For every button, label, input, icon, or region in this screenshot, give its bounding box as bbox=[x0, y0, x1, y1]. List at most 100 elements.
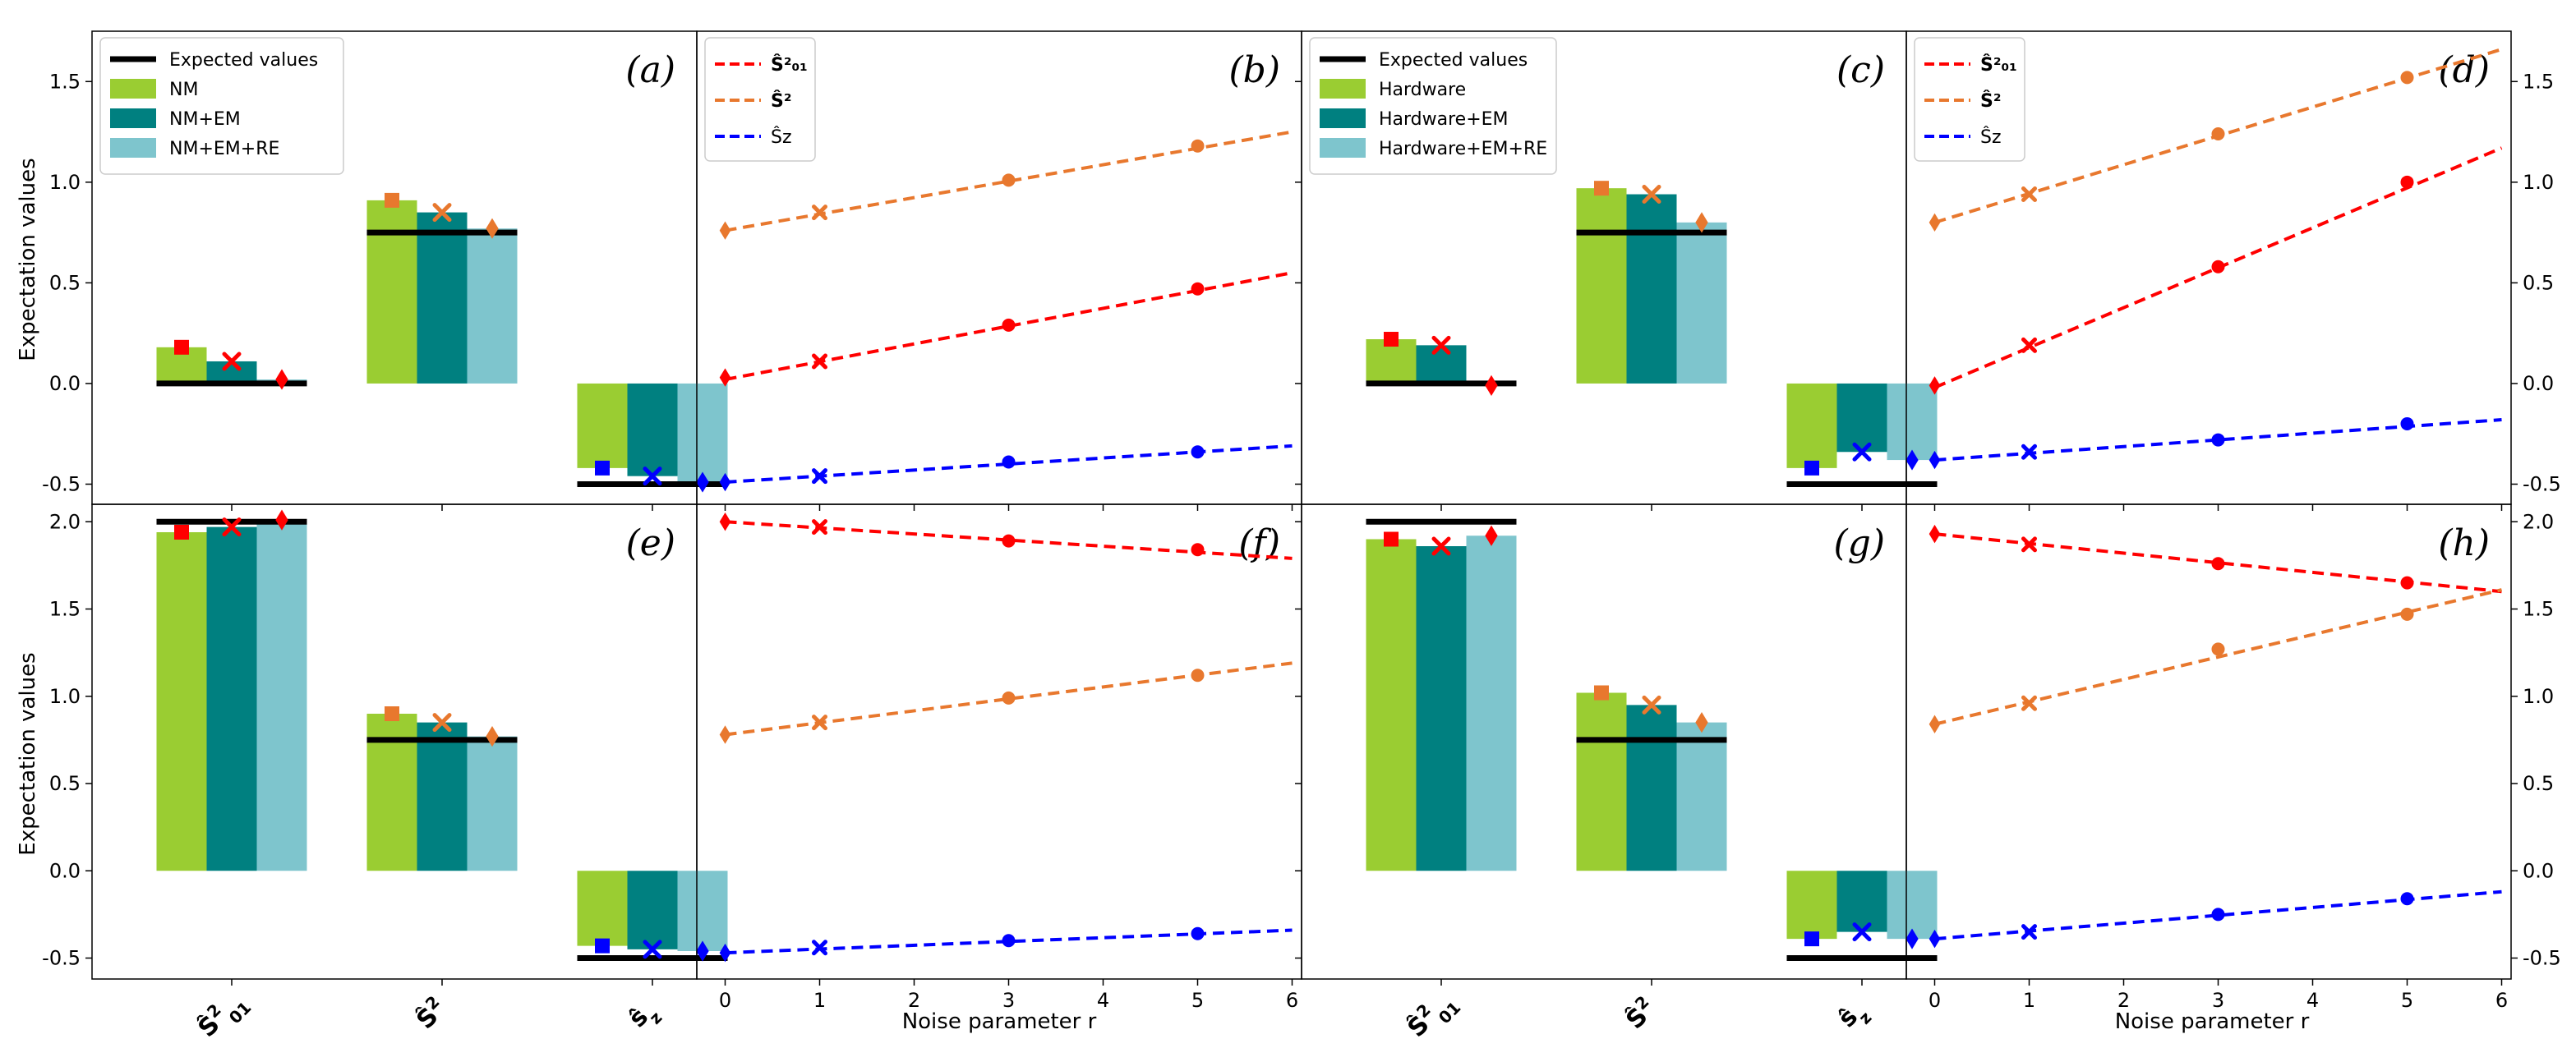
panel-d: -0.5 0.0 0.5 1.0 1.5 (d) Ŝ²₀₁ Ŝ² Ŝz bbox=[1906, 30, 2561, 511]
panel-e: -0.5 0.0 0.5 1.0 1.5 2.0 (e) Ŝ201 Ŝ2 ŝz bbox=[42, 503, 728, 1048]
data-point bbox=[1929, 929, 1941, 949]
bar bbox=[1676, 722, 1727, 871]
bar-marker bbox=[275, 369, 288, 390]
bar bbox=[467, 228, 518, 384]
data-point bbox=[2021, 337, 2037, 353]
data-point bbox=[2021, 924, 2037, 940]
bar-marker bbox=[486, 726, 499, 747]
bar-marker bbox=[1431, 335, 1451, 355]
legend-label: NM+EM bbox=[169, 109, 241, 130]
y-tick-label: 1.0 bbox=[49, 685, 81, 708]
bar bbox=[577, 871, 628, 946]
y-tick-label: 1.5 bbox=[49, 598, 81, 621]
y-tick-label: 1.0 bbox=[2523, 171, 2554, 194]
x-tick-label: 4 bbox=[1097, 989, 1109, 1012]
bar bbox=[1676, 222, 1727, 384]
bar bbox=[1836, 871, 1887, 932]
legend-label: NM bbox=[169, 80, 198, 100]
y-tick-label: 0.5 bbox=[49, 271, 81, 294]
bar-marker bbox=[222, 352, 242, 371]
x-tick-label: 5 bbox=[2401, 989, 2413, 1012]
category-label: Ŝ201 bbox=[1400, 984, 1465, 1048]
data-point bbox=[2021, 536, 2037, 553]
bar-marker bbox=[1384, 531, 1399, 547]
y-tick-label: 2.0 bbox=[49, 510, 81, 533]
data-point bbox=[812, 519, 827, 535]
bar-marker bbox=[1852, 442, 1872, 462]
legend-box bbox=[99, 37, 344, 175]
legend: Ŝ²₀₁ Ŝ² Ŝz bbox=[704, 37, 816, 162]
legend-label: Hardware bbox=[1379, 80, 1466, 100]
data-point bbox=[2400, 175, 2414, 189]
y-tick-label: 0.0 bbox=[2523, 372, 2554, 395]
bar bbox=[1887, 871, 1938, 940]
category-label: ŝz bbox=[1832, 995, 1875, 1038]
bar-marker bbox=[1485, 375, 1498, 396]
bar-marker bbox=[1695, 712, 1708, 733]
bar-marker bbox=[174, 525, 189, 540]
panel-label: (h) bbox=[2438, 522, 2490, 564]
panel-label: (e) bbox=[626, 522, 675, 564]
data-point bbox=[2211, 260, 2225, 273]
y-tick-label: 0.5 bbox=[49, 772, 81, 795]
data-point bbox=[812, 205, 827, 221]
x-tick-label: 0 bbox=[1929, 989, 1941, 1012]
data-point bbox=[1929, 213, 1941, 232]
data-point bbox=[2400, 71, 2414, 85]
y-axis-label-bottom: Expectation values bbox=[16, 652, 40, 855]
data-point bbox=[2211, 433, 2225, 447]
y-tick-label: -0.5 bbox=[2523, 472, 2561, 495]
x-tick-label: 6 bbox=[1286, 989, 1298, 1012]
data-point bbox=[2021, 186, 2037, 203]
bar-marker bbox=[1906, 928, 1919, 949]
bar-marker bbox=[595, 460, 610, 476]
data-point bbox=[2211, 908, 2225, 922]
y-tick-label: 2.0 bbox=[2523, 510, 2554, 533]
data-point bbox=[1191, 139, 1205, 153]
legend-label: Ŝ² bbox=[1980, 90, 2001, 112]
y-tick-label: -0.5 bbox=[42, 472, 81, 495]
bar-marker bbox=[1485, 525, 1498, 546]
bar bbox=[206, 361, 257, 384]
data-point bbox=[719, 943, 731, 963]
data-point bbox=[1002, 691, 1016, 705]
legend-label: NM+EM+RE bbox=[169, 139, 279, 159]
x-tick-label: 2 bbox=[2117, 989, 2130, 1012]
data-point bbox=[1002, 534, 1016, 548]
category-label: Ŝ2 bbox=[1619, 992, 1662, 1036]
bar bbox=[417, 722, 468, 871]
bar-marker bbox=[1906, 449, 1919, 471]
panel-label: (b) bbox=[1229, 49, 1281, 91]
y-tick-label: 0.0 bbox=[49, 372, 81, 395]
bar-marker bbox=[1852, 922, 1872, 942]
legend-label: Expected values bbox=[1379, 50, 1528, 71]
x-tick-label: 3 bbox=[1002, 989, 1015, 1012]
data-point bbox=[812, 353, 827, 370]
bar bbox=[1836, 383, 1887, 453]
data-point bbox=[2211, 127, 2225, 141]
data-point bbox=[2211, 557, 2225, 571]
x-axis-label-f: Noise parameter r bbox=[902, 1009, 1097, 1034]
legend-swatch bbox=[110, 79, 156, 99]
bar-marker bbox=[1594, 181, 1609, 196]
panel-f: (f)0 1 2 3 4 5 6 bbox=[696, 503, 1302, 1012]
data-point bbox=[2400, 416, 2414, 430]
legend-box bbox=[1309, 37, 1557, 175]
legend-swatch bbox=[1320, 138, 1366, 158]
panel-h: -0.5 0.0 0.5 1.0 1.5 2.0 (h) 0 1 2 3 4 5 6 bbox=[1906, 503, 2561, 1012]
bar-marker bbox=[1804, 931, 1819, 947]
series-line bbox=[1934, 588, 2502, 726]
legend-swatch bbox=[1320, 79, 1366, 99]
bar bbox=[366, 200, 417, 384]
bar bbox=[1416, 546, 1467, 871]
data-point bbox=[1191, 282, 1205, 296]
bar bbox=[677, 383, 728, 483]
bar bbox=[417, 212, 468, 384]
y-tick-label: 1.0 bbox=[49, 171, 81, 194]
bar-marker bbox=[1695, 212, 1708, 233]
data-point bbox=[2021, 695, 2037, 711]
bar-marker bbox=[174, 339, 189, 355]
bar-marker bbox=[432, 203, 452, 223]
data-point bbox=[1191, 926, 1205, 940]
